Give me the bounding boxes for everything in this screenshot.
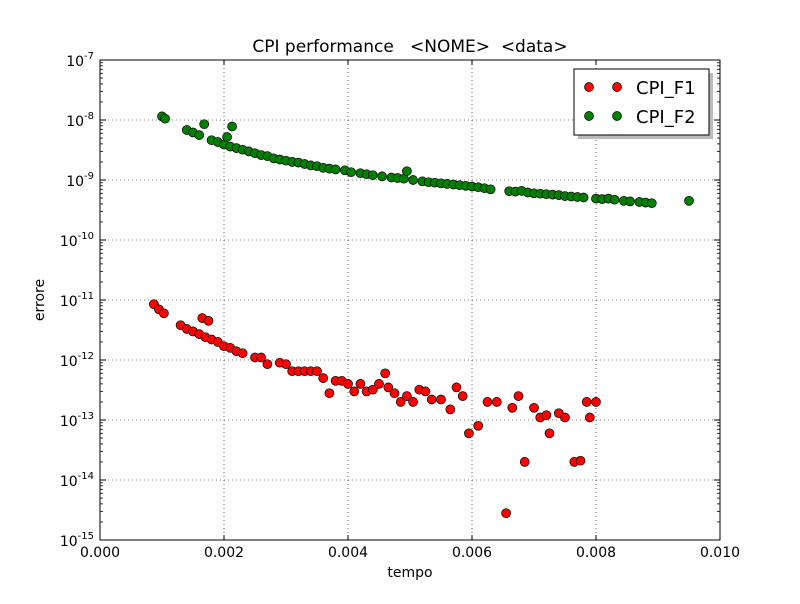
- data-point-cpi-f1: [491, 397, 502, 407]
- y-tick-label: 10-9: [66, 171, 94, 190]
- data-point-cpi-f2: [609, 194, 620, 205]
- y-tick-labels: 10-15 10-14 10-13 10-12 10-11 10-10 10-9 10-8 10…: [60, 51, 94, 550]
- data-point-cpi-f1: [389, 388, 400, 399]
- data-point-cpi-f2: [330, 164, 341, 175]
- data-point-cpi-f1: [457, 391, 468, 401]
- data-point-cpi-f1: [281, 359, 291, 370]
- data-point-cpi-f1: [473, 420, 484, 431]
- data-point-cpi-f1: [529, 402, 539, 413]
- data-point-cpi-f1: [383, 382, 394, 393]
- data-point-cpi-f2: [646, 198, 657, 209]
- data-point-cpi-f1: [203, 315, 214, 326]
- data-point-cpi-f1: [159, 308, 169, 319]
- data-points: [149, 111, 694, 519]
- x-tick-label: 0.008: [576, 545, 616, 561]
- data-point-cpi-f1: [451, 382, 462, 393]
- data-point-cpi-f2: [485, 184, 496, 195]
- data-point-cpi-f1: [560, 412, 570, 423]
- data-point-cpi-f1: [501, 508, 511, 519]
- data-point-cpi-f2: [346, 167, 356, 178]
- data-point-cpi-f1: [343, 379, 353, 389]
- data-point-cpi-f1: [544, 428, 555, 439]
- data-point-cpi-f1: [349, 386, 360, 397]
- y-tick-label: 10-13: [60, 411, 94, 430]
- x-tick-label: 0.004: [328, 545, 368, 561]
- data-point-cpi-f2: [199, 119, 210, 130]
- data-point-cpi-f1: [402, 391, 412, 401]
- x-tick-label: 0.006: [452, 545, 492, 561]
- data-point-cpi-f2: [222, 132, 232, 142]
- data-point-cpi-f1: [420, 386, 431, 397]
- data-point-cpi-f1: [513, 391, 524, 401]
- data-point-cpi-f1: [575, 455, 586, 466]
- data-point-cpi-f2: [160, 113, 170, 124]
- data-point-cpi-f1: [395, 397, 406, 407]
- data-point-cpi-f1: [367, 384, 378, 395]
- data-point-cpi-f1: [324, 388, 335, 399]
- data-point-cpi-f2: [367, 170, 378, 181]
- data-point-cpi-f1: [262, 359, 273, 370]
- data-point-cpi-f1: [591, 397, 601, 407]
- legend-label-f1: CPI_F1: [636, 78, 696, 99]
- data-point-cpi-f1: [355, 379, 366, 389]
- y-axis-label: errore: [32, 279, 48, 321]
- legend-label-f2: CPI_F2: [636, 107, 696, 128]
- x-tick-label: 0.002: [204, 545, 244, 561]
- data-point-cpi-f2: [578, 192, 589, 203]
- legend-marker-f2: [612, 111, 622, 121]
- data-point-cpi-f1: [519, 457, 530, 467]
- data-point-cpi-f1: [581, 397, 592, 407]
- y-tick-label: 10-11: [60, 291, 94, 310]
- data-point-cpi-f1: [584, 412, 595, 423]
- data-point-cpi-f1: [380, 368, 391, 379]
- data-point-cpi-f2: [402, 166, 412, 177]
- data-point-cpi-f1: [507, 402, 518, 413]
- data-point-cpi-f1: [445, 404, 456, 415]
- y-tick-label: 10-14: [60, 471, 94, 490]
- data-point-cpi-f1: [408, 397, 418, 407]
- data-point-cpi-f2: [377, 171, 387, 182]
- data-point-cpi-f1: [482, 397, 493, 407]
- legend-marker-f1: [584, 82, 594, 92]
- data-point-cpi-f2: [194, 130, 205, 140]
- data-point-cpi-f2: [408, 175, 418, 185]
- y-tick-label: 10-8: [66, 111, 94, 130]
- y-tick-label: 10-15: [60, 531, 94, 550]
- data-point-cpi-f1: [312, 366, 322, 377]
- data-point-cpi-f1: [464, 428, 474, 439]
- data-point-cpi-f1: [436, 394, 446, 405]
- x-axis-label: tempo: [387, 565, 432, 581]
- y-tick-label: 10-12: [60, 351, 94, 370]
- chart-title: CPI performance <NOME> <data>: [252, 37, 567, 57]
- ticks: [99, 59, 721, 541]
- y-tick-label: 10-7: [66, 51, 94, 70]
- legend: CPI_F1 CPI_F2: [573, 68, 713, 139]
- data-point-cpi-f2: [684, 195, 694, 206]
- x-tick-labels: 0.000 0.002 0.004 0.006 0.008 0.010: [80, 545, 740, 561]
- data-point-cpi-f1: [318, 373, 329, 383]
- data-point-cpi-f1: [237, 348, 248, 359]
- x-tick-label: 0.010: [700, 545, 740, 561]
- x-tick-label: 0.000: [80, 545, 120, 561]
- data-point-cpi-f1: [426, 394, 437, 405]
- data-point-cpi-f1: [374, 379, 384, 389]
- legend-marker-f1: [612, 82, 622, 92]
- data-point-cpi-f1: [541, 410, 552, 421]
- data-point-cpi-f2: [625, 196, 635, 207]
- data-point-cpi-f1: [256, 352, 267, 363]
- y-tick-label: 10-10: [60, 231, 94, 250]
- data-point-cpi-f2: [227, 121, 237, 132]
- legend-marker-f2: [584, 111, 594, 121]
